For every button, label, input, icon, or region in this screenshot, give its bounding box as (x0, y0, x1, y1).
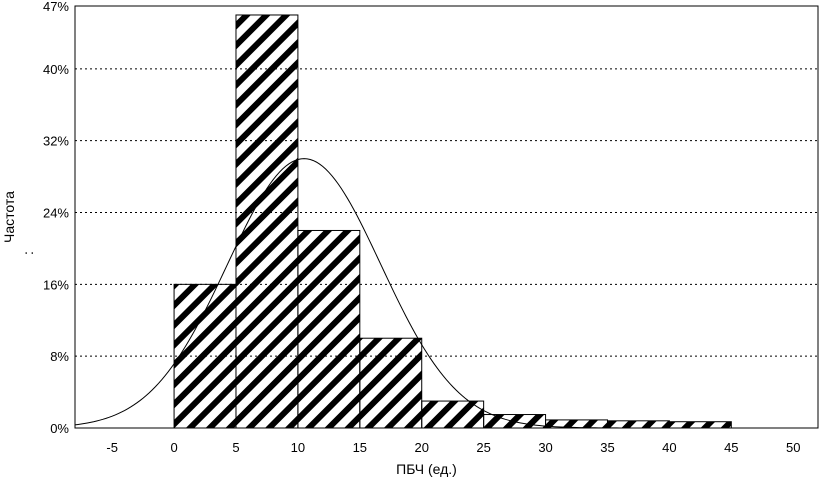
x-tick-label: 5 (232, 440, 239, 455)
x-tick-label: 40 (662, 440, 676, 455)
y-tick-label: 8% (50, 349, 69, 364)
x-axis-label: ПБЧ (ед.) (396, 461, 457, 477)
histogram-bars (173, 14, 732, 429)
y-tick-label: 47% (43, 0, 69, 14)
x-tick-label: 45 (724, 440, 738, 455)
x-axis-ticks: -5 0 5 10 15 20 25 30 35 40 45 50 (106, 440, 800, 455)
y-tick-label: 32% (43, 134, 69, 149)
x-tick-label: 20 (414, 440, 428, 455)
plot-frame (74, 5, 819, 429)
x-tick-label: -5 (106, 440, 118, 455)
x-tick-label: 30 (538, 440, 552, 455)
histogram-bar (297, 229, 361, 429)
y-tick-label: 40% (43, 62, 69, 77)
x-tick-label: 35 (600, 440, 614, 455)
histogram-bar (359, 337, 423, 429)
histogram-bar (668, 421, 732, 429)
histogram-bar (235, 14, 299, 429)
x-tick-label: 25 (476, 440, 490, 455)
histogram-bar (606, 420, 670, 429)
x-tick-label: 50 (786, 440, 800, 455)
y-axis-ticks: 0% 8% 16% 24% 32% 40% 47% (43, 0, 69, 436)
x-tick-label: 0 (170, 440, 177, 455)
y-tick-label: 16% (43, 277, 69, 292)
y-tick-label: 24% (43, 206, 69, 221)
x-tick-label: 10 (291, 440, 305, 455)
y-axis-label: Частота (1, 191, 17, 243)
histogram-bar (173, 283, 237, 429)
y-axis-label-extra: : (20, 251, 36, 255)
y-tick-label: 0% (50, 421, 69, 436)
x-tick-label: 15 (353, 440, 367, 455)
